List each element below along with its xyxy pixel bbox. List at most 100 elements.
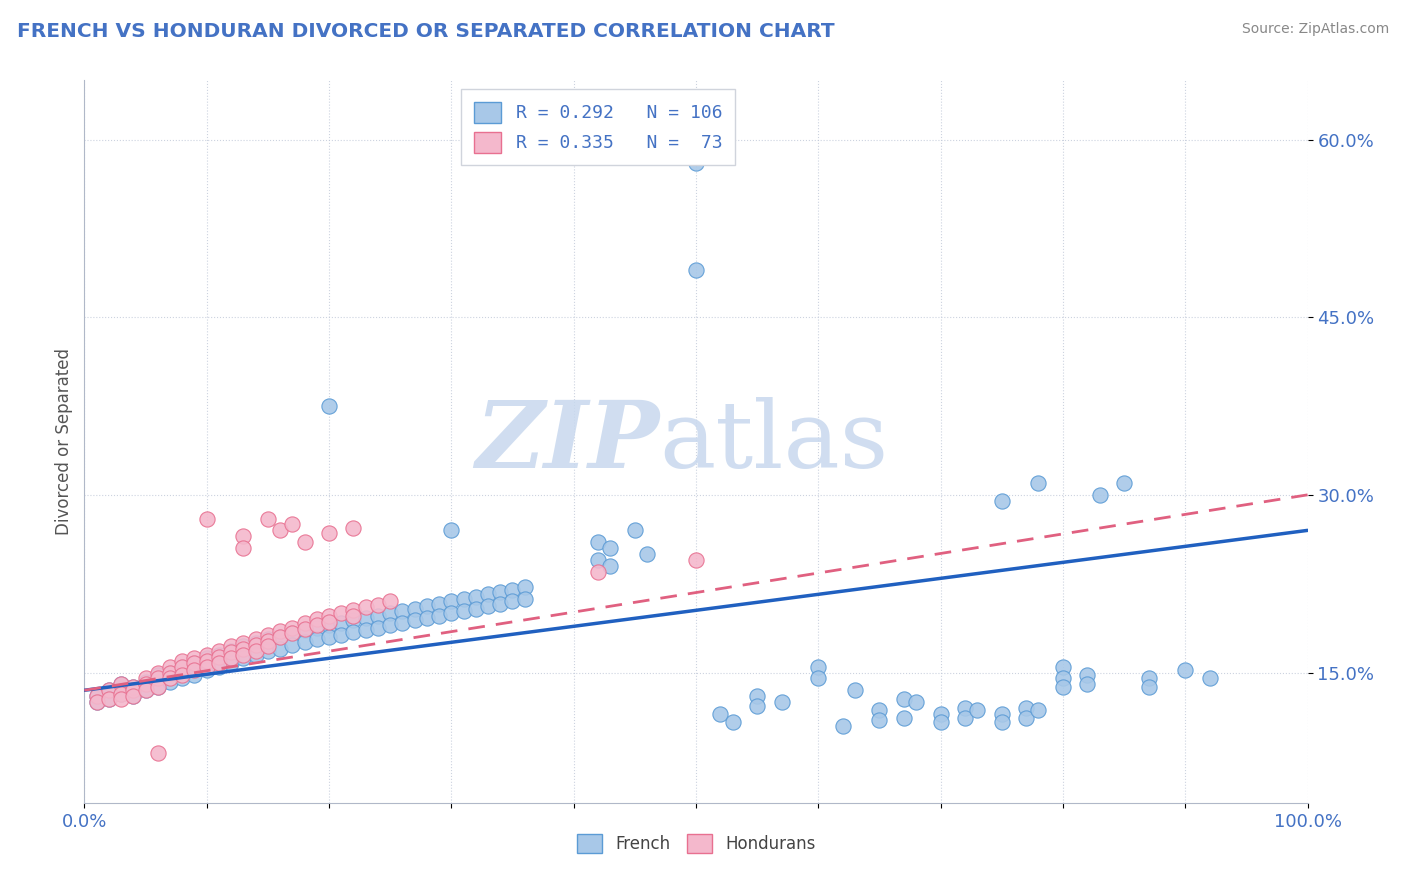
Point	[1174, 663, 1197, 677]
Point	[404, 614, 426, 628]
Point	[440, 524, 463, 538]
Point	[172, 668, 194, 682]
Point	[966, 703, 988, 717]
Point	[208, 650, 231, 665]
Point	[318, 630, 340, 644]
Point	[464, 590, 486, 604]
Point	[1015, 710, 1038, 724]
Point	[294, 535, 316, 549]
Point	[294, 634, 316, 648]
Point	[477, 587, 499, 601]
Point	[1137, 680, 1160, 694]
Point	[245, 638, 267, 652]
Point	[330, 627, 353, 641]
Point	[404, 601, 426, 615]
Point	[257, 632, 280, 647]
Point	[86, 689, 108, 703]
Text: ZIP: ZIP	[475, 397, 659, 486]
Point	[440, 607, 463, 621]
Point	[135, 675, 157, 690]
Point	[232, 541, 254, 556]
Point	[281, 517, 304, 532]
Point	[195, 648, 218, 662]
Point	[208, 644, 231, 658]
Point	[305, 618, 328, 632]
Point	[97, 683, 120, 698]
Point	[305, 612, 328, 626]
Point	[391, 615, 413, 630]
Point	[685, 553, 707, 567]
Point	[269, 524, 291, 538]
Point	[146, 680, 169, 694]
Point	[991, 715, 1014, 730]
Point	[257, 644, 280, 658]
Point	[991, 706, 1014, 721]
Point	[159, 672, 181, 686]
Point	[318, 525, 340, 540]
Point	[172, 659, 194, 673]
Point	[135, 683, 157, 698]
Point	[86, 695, 108, 709]
Text: Source: ZipAtlas.com: Source: ZipAtlas.com	[1241, 22, 1389, 37]
Point	[195, 663, 218, 677]
Point	[513, 592, 536, 607]
Point	[281, 638, 304, 652]
Point	[354, 611, 377, 625]
Point	[281, 626, 304, 640]
Point	[110, 687, 132, 701]
Point	[342, 603, 364, 617]
Point	[245, 648, 267, 662]
Point	[342, 625, 364, 640]
Point	[869, 703, 891, 717]
Point	[183, 668, 205, 682]
Point	[502, 594, 524, 608]
Point	[342, 521, 364, 535]
Point	[770, 695, 793, 709]
Point	[110, 691, 132, 706]
Point	[354, 623, 377, 637]
Point	[269, 630, 291, 644]
Point	[391, 604, 413, 618]
Point	[122, 683, 145, 698]
Text: FRENCH VS HONDURAN DIVORCED OR SEPARATED CORRELATION CHART: FRENCH VS HONDURAN DIVORCED OR SEPARATED…	[17, 22, 835, 41]
Point	[232, 640, 254, 654]
Point	[342, 614, 364, 628]
Point	[195, 651, 218, 665]
Point	[807, 672, 830, 686]
Point	[183, 656, 205, 670]
Point	[1052, 672, 1074, 686]
Point	[380, 618, 402, 632]
Point	[294, 623, 316, 637]
Point	[318, 615, 340, 629]
Point	[245, 636, 267, 650]
Point	[146, 668, 169, 682]
Point	[135, 677, 157, 691]
Point	[1114, 475, 1136, 490]
Point	[86, 695, 108, 709]
Point	[685, 262, 707, 277]
Point	[281, 626, 304, 640]
Point	[172, 672, 194, 686]
Point	[257, 633, 280, 648]
Point	[146, 665, 169, 680]
Point	[1052, 680, 1074, 694]
Text: atlas: atlas	[659, 397, 889, 486]
Point	[305, 620, 328, 634]
Point	[440, 594, 463, 608]
Legend: French, Hondurans: French, Hondurans	[569, 827, 823, 860]
Point	[831, 719, 853, 733]
Point	[1088, 488, 1111, 502]
Point	[86, 689, 108, 703]
Point	[208, 659, 231, 673]
Point	[305, 632, 328, 647]
Point	[146, 672, 169, 686]
Point	[183, 656, 205, 670]
Point	[172, 654, 194, 668]
Point	[232, 529, 254, 543]
Point	[477, 599, 499, 614]
Point	[219, 656, 242, 670]
Point	[232, 636, 254, 650]
Point	[183, 663, 205, 677]
Point	[586, 565, 609, 579]
Point	[427, 597, 450, 611]
